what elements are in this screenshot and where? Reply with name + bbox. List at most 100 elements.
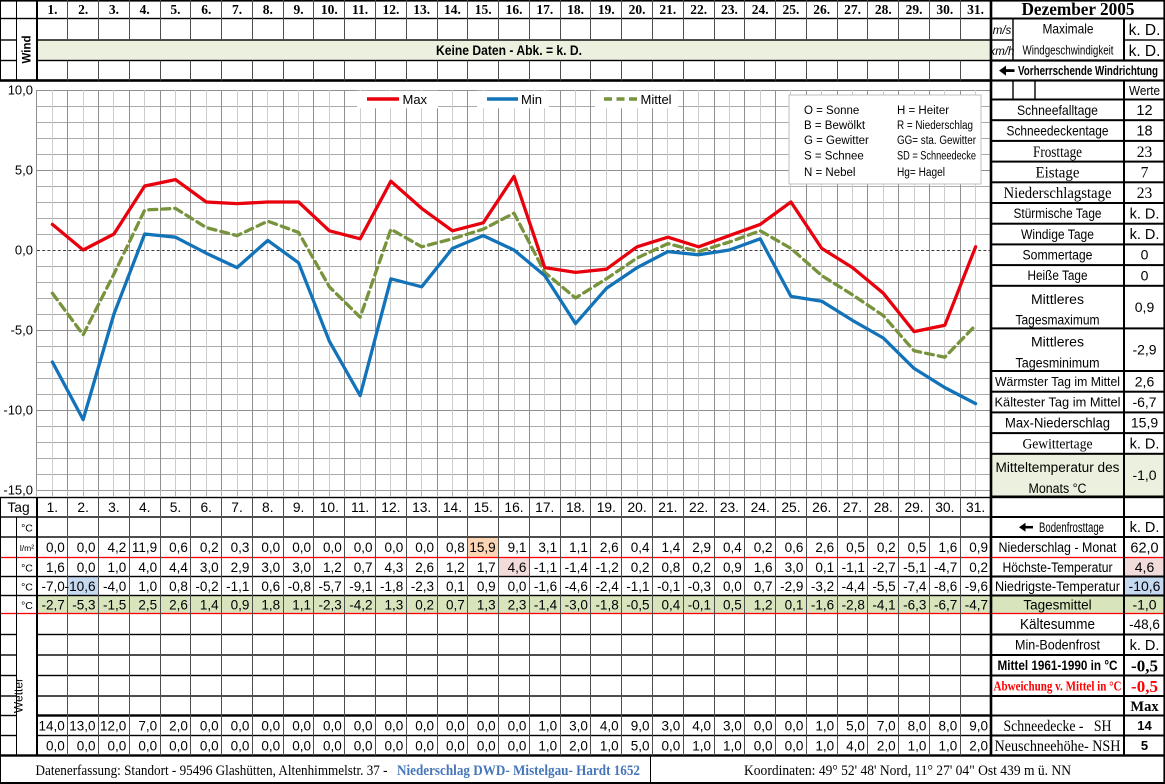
svg-text:7: 7 bbox=[1141, 164, 1149, 181]
svg-text:0,0: 0,0 bbox=[200, 718, 219, 733]
svg-text:0,4: 0,4 bbox=[661, 597, 680, 612]
svg-text:0,0: 0,0 bbox=[785, 738, 804, 753]
svg-text:0,2: 0,2 bbox=[969, 560, 988, 575]
svg-text:1,8: 1,8 bbox=[261, 597, 280, 612]
svg-text:24.: 24. bbox=[751, 500, 770, 515]
svg-text:14.: 14. bbox=[444, 2, 461, 17]
svg-text:14,0: 14,0 bbox=[38, 718, 64, 733]
svg-text:5: 5 bbox=[1141, 738, 1148, 753]
svg-text:-3,2: -3,2 bbox=[811, 579, 834, 594]
svg-text:S = Schnee: S = Schnee bbox=[804, 150, 864, 162]
svg-text:-1,8: -1,8 bbox=[380, 579, 403, 594]
svg-text:-2,8: -2,8 bbox=[842, 597, 865, 612]
svg-text:0,0: 0,0 bbox=[261, 540, 280, 555]
svg-text:0,0: 0,0 bbox=[415, 718, 434, 733]
svg-text:15,9: 15,9 bbox=[1131, 415, 1158, 431]
svg-text:-5,5: -5,5 bbox=[872, 579, 895, 594]
svg-text:Frosttage: Frosttage bbox=[1033, 144, 1082, 161]
svg-text:Niedrigste-Temperatur: Niedrigste-Temperatur bbox=[995, 579, 1120, 594]
svg-text:2,0: 2,0 bbox=[969, 738, 988, 753]
svg-text:8.: 8. bbox=[262, 500, 274, 515]
svg-text:0,0: 0,0 bbox=[231, 738, 250, 753]
svg-text:2,5: 2,5 bbox=[138, 597, 157, 612]
svg-text:G = Gewitter: G = Gewitter bbox=[804, 135, 869, 147]
svg-text:3,0: 3,0 bbox=[661, 718, 680, 733]
svg-text:2,0: 2,0 bbox=[169, 718, 188, 733]
svg-text:21.: 21. bbox=[659, 2, 676, 17]
svg-text:0,5: 0,5 bbox=[723, 597, 742, 612]
svg-text:Tagesmaximum: Tagesmaximum bbox=[1016, 313, 1100, 328]
svg-text:-1,4: -1,4 bbox=[565, 560, 589, 575]
svg-text:1,0: 1,0 bbox=[538, 738, 557, 753]
svg-text:4,3: 4,3 bbox=[385, 560, 404, 575]
svg-text:R = Niederschlag: R = Niederschlag bbox=[897, 120, 973, 132]
svg-text:0,8: 0,8 bbox=[169, 579, 188, 594]
svg-text:0,3: 0,3 bbox=[231, 540, 250, 555]
svg-text:6.: 6. bbox=[201, 2, 211, 17]
svg-text:1,2: 1,2 bbox=[323, 560, 342, 575]
svg-text:16.: 16. bbox=[504, 500, 523, 515]
svg-text:-2,3: -2,3 bbox=[411, 579, 434, 594]
svg-text:25.: 25. bbox=[783, 2, 800, 17]
svg-text:-2,9: -2,9 bbox=[780, 579, 803, 594]
svg-text:Werte: Werte bbox=[1129, 84, 1160, 98]
svg-text:0,6: 0,6 bbox=[785, 540, 804, 555]
svg-text:-1,1: -1,1 bbox=[534, 560, 557, 575]
svg-text:10.: 10. bbox=[321, 2, 338, 17]
svg-text:11,9: 11,9 bbox=[132, 540, 157, 555]
svg-text:4,0: 4,0 bbox=[138, 560, 157, 575]
svg-text:6.: 6. bbox=[201, 500, 213, 515]
svg-text:0,7: 0,7 bbox=[354, 560, 373, 575]
svg-text:13,0: 13,0 bbox=[69, 718, 95, 733]
svg-text:0,0: 0,0 bbox=[354, 738, 373, 753]
svg-text:Stürmische Tage: Stürmische Tage bbox=[1014, 206, 1102, 221]
svg-text:-4,7: -4,7 bbox=[965, 597, 988, 612]
svg-text:-1,6: -1,6 bbox=[811, 597, 834, 612]
svg-text:0,0: 0,0 bbox=[508, 738, 527, 753]
svg-text:23.: 23. bbox=[720, 500, 739, 515]
svg-text:3.: 3. bbox=[108, 500, 120, 515]
svg-text:11.: 11. bbox=[351, 500, 369, 515]
svg-text:26.: 26. bbox=[813, 2, 830, 17]
svg-text:30.: 30. bbox=[936, 2, 953, 17]
svg-text:10,0: 10,0 bbox=[8, 83, 33, 98]
svg-text:-7,0: -7,0 bbox=[42, 579, 65, 594]
svg-text:3,0: 3,0 bbox=[200, 560, 219, 575]
svg-text:-1,8: -1,8 bbox=[595, 597, 618, 612]
svg-text:9,0: 9,0 bbox=[631, 718, 650, 733]
svg-text:0,0: 0,0 bbox=[415, 540, 434, 555]
svg-text:4,0: 4,0 bbox=[692, 718, 711, 733]
svg-text:0,0: 0,0 bbox=[354, 540, 373, 555]
svg-text:Gewittertage: Gewittertage bbox=[1023, 437, 1093, 453]
svg-text:Wärmster Tag im Mittel: Wärmster Tag im Mittel bbox=[995, 375, 1120, 389]
svg-text:0,0: 0,0 bbox=[385, 738, 404, 753]
svg-text:1,0: 1,0 bbox=[600, 738, 619, 753]
svg-text:8.: 8. bbox=[263, 2, 273, 17]
svg-text:25.: 25. bbox=[781, 500, 800, 515]
svg-text:Maximale: Maximale bbox=[1043, 21, 1094, 37]
svg-text:0,0: 0,0 bbox=[77, 738, 96, 753]
svg-text:-48,6: -48,6 bbox=[1129, 617, 1160, 632]
svg-text:O = Sonne: O = Sonne bbox=[804, 105, 859, 117]
svg-text:-1,5: -1,5 bbox=[103, 597, 126, 612]
svg-text:62,0: 62,0 bbox=[1130, 540, 1158, 556]
svg-text:-0,3: -0,3 bbox=[688, 579, 711, 594]
svg-text:0,0: 0,0 bbox=[754, 718, 773, 733]
svg-text:0,0: 0,0 bbox=[77, 540, 96, 555]
svg-text:°C: °C bbox=[21, 581, 33, 593]
svg-text:Eistage: Eistage bbox=[1036, 164, 1080, 181]
svg-text:0,9: 0,9 bbox=[477, 579, 496, 594]
svg-text:26.: 26. bbox=[812, 500, 831, 515]
svg-text:8,0: 8,0 bbox=[908, 718, 927, 733]
svg-text:Niederschlagstage: Niederschlagstage bbox=[1004, 185, 1112, 202]
svg-text:-0,1: -0,1 bbox=[657, 579, 680, 594]
svg-text:-10,6: -10,6 bbox=[1129, 578, 1161, 594]
svg-text:0,1: 0,1 bbox=[446, 579, 465, 594]
svg-text:0,9: 0,9 bbox=[1135, 299, 1155, 315]
svg-text:0,0: 0,0 bbox=[261, 718, 280, 733]
svg-text:5,0: 5,0 bbox=[846, 718, 865, 733]
svg-text:3,0: 3,0 bbox=[569, 718, 588, 733]
svg-text:1,0: 1,0 bbox=[938, 738, 957, 753]
svg-text:k. D.: k. D. bbox=[1130, 437, 1160, 453]
svg-text:Koordinaten: 49° 52' 48' Nord: Koordinaten: 49° 52' 48' Nord, 11° 27' 0… bbox=[744, 763, 1071, 779]
